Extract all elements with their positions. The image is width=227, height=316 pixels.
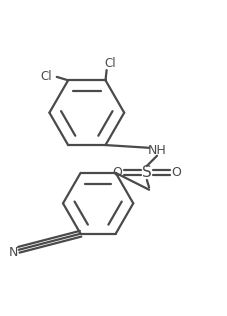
- Text: O: O: [171, 166, 180, 179]
- Text: Cl: Cl: [41, 70, 52, 83]
- Text: Cl: Cl: [104, 57, 115, 70]
- Text: NH: NH: [147, 143, 166, 156]
- Text: N: N: [8, 246, 18, 258]
- Text: O: O: [112, 166, 122, 179]
- Text: S: S: [141, 165, 151, 180]
